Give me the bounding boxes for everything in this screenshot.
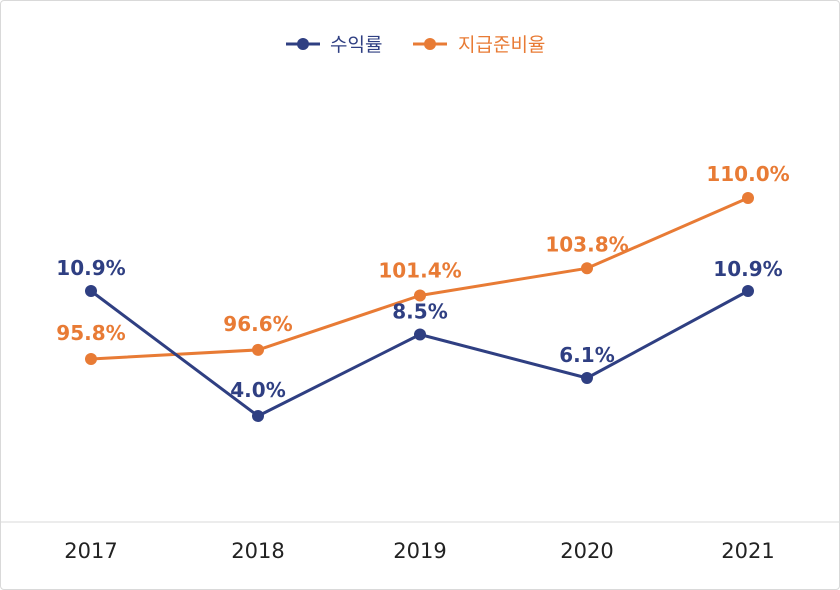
- data-point-return-rate-2021: [742, 285, 754, 297]
- data-point-reserve-ratio-2019: [414, 289, 426, 302]
- x-tick-label-2017: 2017: [64, 539, 117, 563]
- x-tick-label-2020: 2020: [560, 539, 613, 563]
- legend-marker-return-rate: [297, 38, 309, 50]
- x-axis-ticks: 2017 2018 2019 2020 2021: [64, 539, 774, 563]
- data-point-reserve-ratio-2017: [85, 353, 97, 365]
- data-point-return-rate-2018: [252, 410, 264, 422]
- series-reserve-ratio: 95.8% 96.6% 101.4% 103.8% 110.0%: [56, 162, 790, 365]
- x-tick-label-2019: 2019: [393, 539, 446, 563]
- data-point-return-rate-2017: [85, 285, 97, 297]
- data-point-return-rate-2019: [414, 328, 426, 341]
- data-label-return-rate-2020: 6.1%: [559, 343, 614, 367]
- legend-item-return-rate: 수익률: [286, 34, 382, 56]
- data-label-return-rate-2019: 8.5%: [392, 300, 447, 324]
- data-label-return-rate-2018: 4.0%: [230, 378, 285, 402]
- data-label-reserve-ratio-2017: 95.8%: [56, 321, 125, 345]
- data-point-return-rate-2020: [581, 372, 593, 384]
- data-label-return-rate-2017: 10.9%: [56, 256, 125, 280]
- data-label-reserve-ratio-2019: 101.4%: [378, 259, 461, 283]
- series-return-rate: 10.9% 4.0% 8.5% 6.1% 10.9%: [56, 256, 783, 422]
- series-layer: 95.8% 96.6% 101.4% 103.8% 110.0% 10.9% 4.0% 8.5…: [56, 162, 790, 422]
- data-label-reserve-ratio-2021: 110.0%: [706, 162, 789, 186]
- legend: 수익률 지급준비율: [286, 34, 545, 56]
- legend-item-reserve-ratio: 지급준비율: [413, 34, 545, 56]
- legend-marker-reserve-ratio: [424, 38, 436, 50]
- data-label-return-rate-2021: 10.9%: [713, 257, 782, 281]
- data-label-reserve-ratio-2020: 103.8%: [545, 232, 628, 256]
- data-point-reserve-ratio-2018: [252, 343, 264, 356]
- legend-label-reserve-ratio: 지급준비율: [458, 34, 545, 56]
- x-tick-label-2018: 2018: [231, 539, 284, 563]
- data-point-reserve-ratio-2021: [742, 192, 754, 204]
- x-tick-label-2021: 2021: [721, 539, 774, 563]
- data-point-reserve-ratio-2020: [581, 262, 593, 275]
- data-label-reserve-ratio-2018: 96.6%: [223, 312, 292, 336]
- legend-label-return-rate: 수익률: [330, 34, 382, 56]
